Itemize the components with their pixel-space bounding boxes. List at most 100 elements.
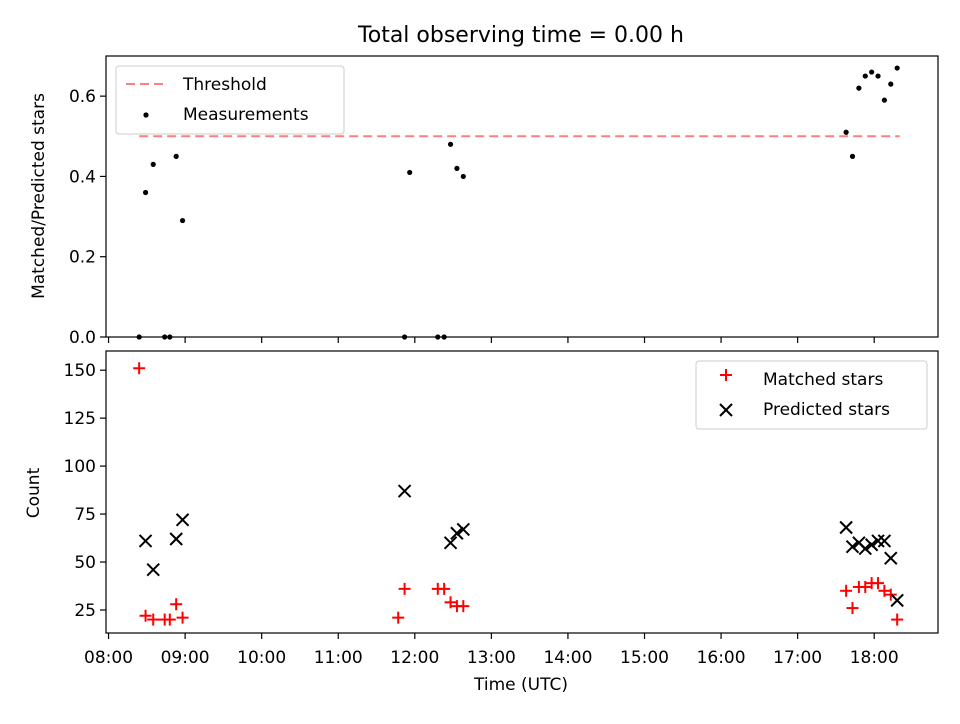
measurement-point <box>862 73 868 79</box>
predicted-star-marker <box>169 532 183 546</box>
measurement-point <box>136 334 142 340</box>
predicted-star-marker <box>884 551 898 565</box>
matched-star-marker <box>438 582 451 595</box>
top-y-tick-label: 0.2 <box>69 248 96 268</box>
measurement-point <box>881 97 888 103</box>
measurement-point <box>447 141 454 147</box>
top-y-tick-label: 0.4 <box>69 167 96 187</box>
predicted-star-marker <box>858 541 872 556</box>
bottom-legend[interactable]: Matched stars Predicted stars <box>695 360 928 430</box>
measurement-point <box>435 334 441 340</box>
predicted-star-marker <box>146 562 160 577</box>
top-x-axis <box>107 337 875 343</box>
matched-star-marker <box>392 611 405 624</box>
bottom-x-tick-label: 10:00 <box>237 648 286 668</box>
matched-star-marker <box>840 584 853 597</box>
matched-star-marker <box>872 577 885 590</box>
measurement-point <box>888 81 894 87</box>
predicted-star-marker <box>845 539 860 554</box>
top-legend-box <box>115 65 345 135</box>
matched-star-marker <box>444 596 457 609</box>
legend-threshold-label: Threshold <box>182 75 267 95</box>
predicted-star-marker <box>871 534 885 548</box>
legend-predicted-label: Predicted stars <box>763 400 890 420</box>
predicted-star-marker <box>397 484 412 498</box>
matched-star-marker <box>891 613 904 626</box>
matched-star-marker <box>163 613 176 626</box>
figure-title: Total observing time = 0.00 h <box>357 23 684 48</box>
bottom-y-axis: 25 50 75 100 125 150 <box>64 361 106 621</box>
top-plot-frame <box>105 55 939 338</box>
bottom-y-tick-label: 150 <box>64 361 96 381</box>
predicted-star-marker <box>175 513 190 527</box>
bottom-x-axis: 08:00 09:00 10:00 11:00 12:00 13:00 14:00 15:00… <box>84 633 899 668</box>
measurement-point <box>843 129 849 135</box>
matched-star-marker <box>133 362 146 375</box>
measurement-points <box>136 65 900 340</box>
measurement-point <box>894 65 900 71</box>
bottom-x-tick-label: 08:00 <box>84 648 133 668</box>
measurement-point <box>150 161 156 167</box>
matched-star-marker <box>147 613 160 626</box>
bottom-x-tick-label: 09:00 <box>161 648 210 668</box>
matched-star-marker <box>846 602 859 615</box>
legend-matched-label: Matched stars <box>763 370 883 390</box>
measurement-point <box>856 85 862 91</box>
bottom-panel: 25 50 75 100 125 150 08:00 09:00 10:00 11:00 12:0… <box>24 350 939 695</box>
legend-measurements-label: Measurements <box>183 105 309 125</box>
bottom-y-tick-label: 75 <box>74 505 96 525</box>
bottom-y-axis-label: Count <box>24 467 44 518</box>
measurement-point <box>162 334 168 340</box>
top-y-tick-label: 0.0 <box>69 328 96 348</box>
legend-matched-swatch <box>720 369 732 381</box>
measurement-point <box>142 189 149 196</box>
legend-measurements-swatch <box>143 112 149 118</box>
bottom-y-tick-label: 100 <box>64 457 96 477</box>
bottom-x-tick-label: 14:00 <box>543 648 592 668</box>
legend-predicted-swatch <box>719 403 733 417</box>
bottom-x-tick-label: 16:00 <box>697 648 746 668</box>
predicted-star-marker <box>138 534 153 548</box>
measurement-point <box>849 153 856 159</box>
measurement-point <box>460 173 466 180</box>
bottom-legend-box <box>695 360 928 430</box>
predicted-star-marker <box>443 536 458 550</box>
bottom-x-tick-label: 11:00 <box>314 648 363 668</box>
bottom-y-tick-label: 125 <box>64 409 96 429</box>
measurement-point <box>167 334 173 340</box>
measurement-point <box>402 334 408 340</box>
top-panel: 0.0 0.2 0.4 0.6 Matched/Predicted stars Thr… <box>29 55 939 348</box>
measurement-point <box>441 334 447 340</box>
predicted-star-marker <box>877 534 892 548</box>
measurement-point <box>875 73 881 79</box>
matched-star-marker <box>878 584 891 597</box>
bottom-x-tick-label: 13:00 <box>467 648 516 668</box>
bottom-x-tick-label: 17:00 <box>773 648 822 668</box>
measurement-point <box>869 69 875 75</box>
matched-star-marker <box>457 600 470 613</box>
measurement-point <box>454 165 460 171</box>
predicted-star-marker <box>839 520 853 535</box>
predicted-star-marker <box>864 538 879 552</box>
measurement-point <box>179 217 186 224</box>
bottom-x-axis-label: Time (UTC) <box>473 675 568 695</box>
top-legend[interactable]: Threshold Measurements <box>115 65 345 135</box>
matched-star-marker <box>176 611 189 624</box>
bottom-points <box>133 362 904 626</box>
bottom-y-tick-label: 25 <box>74 601 96 621</box>
bottom-x-tick-label: 12:00 <box>390 648 439 668</box>
top-y-axis: 0.0 0.2 0.4 0.6 <box>69 87 106 348</box>
top-y-axis-label: Matched/Predicted stars <box>29 93 49 299</box>
predicted-star-marker <box>890 593 904 608</box>
bottom-x-tick-label: 15:00 <box>620 648 669 668</box>
matched-star-marker <box>859 580 872 593</box>
measurement-point <box>407 169 413 176</box>
bottom-y-tick-label: 50 <box>74 553 96 573</box>
matched-star-marker <box>398 582 411 595</box>
matched-star-marker <box>139 609 152 622</box>
bottom-x-tick-label: 18:00 <box>850 648 899 668</box>
bottom-plot-frame <box>105 350 939 634</box>
matched-star-marker <box>170 598 183 611</box>
